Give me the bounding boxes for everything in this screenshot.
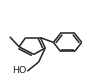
Text: HO: HO <box>12 66 26 75</box>
